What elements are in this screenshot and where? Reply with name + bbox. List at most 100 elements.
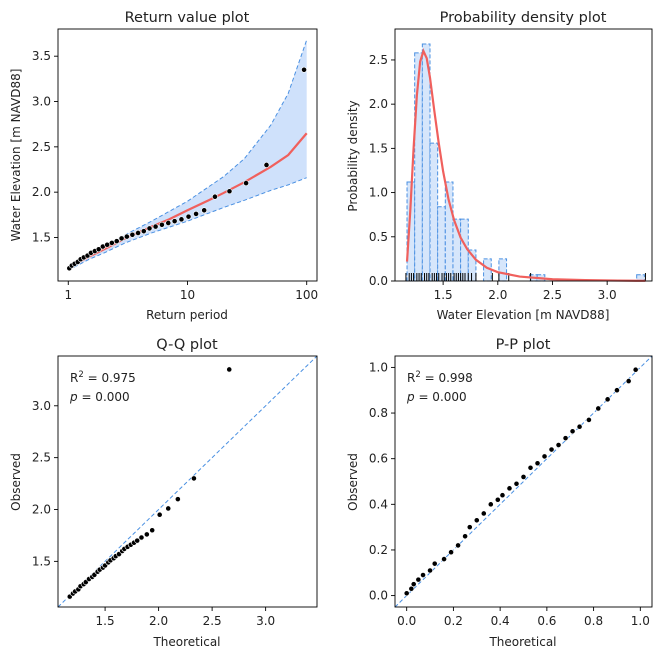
pp-point — [448, 549, 454, 556]
pp-point — [494, 496, 501, 503]
pp-point — [499, 492, 506, 499]
return-value-ytick-label: 3.5 — [32, 49, 51, 63]
pp-point — [480, 510, 487, 517]
qq-ytick-label: 1.5 — [32, 554, 51, 568]
pp-point — [527, 464, 534, 471]
pp-ytick-label: 0.8 — [369, 406, 388, 420]
pp-p-annotation: p = 0.000 — [406, 390, 467, 404]
pp-xlabel: Theoretical — [488, 635, 556, 649]
qq-reference-line — [57, 355, 318, 608]
probability-density-axes-frame — [394, 28, 653, 282]
observation-point — [201, 207, 208, 214]
pp-point — [410, 581, 417, 588]
qq-ytick-label: 3.0 — [32, 399, 51, 413]
pp-xtick-label: 0.6 — [537, 614, 556, 628]
pp-ytick-label: 0.2 — [369, 543, 388, 557]
pp-point — [466, 524, 473, 531]
pp-point — [625, 378, 632, 384]
pp-point — [562, 435, 569, 442]
pp-point — [595, 405, 602, 412]
pp-point — [487, 501, 494, 508]
pp-point — [462, 533, 468, 540]
probability-density-xtick-label: 2.5 — [543, 288, 562, 302]
pp-point — [604, 396, 611, 403]
observation-point — [152, 223, 159, 230]
qq-panel: Q-Q plot 1.5 2.0 2.5 3.0 1.5 2.0 2.5 3.0 R2 = 0… — [9, 337, 318, 649]
ci-lower-line — [68, 177, 307, 271]
return-value-title: Return value plot — [125, 10, 250, 26]
pp-point — [632, 366, 639, 373]
pp-r2-annotation: R2 = 0.998 — [407, 370, 473, 385]
pp-point — [586, 416, 592, 423]
qq-xtick-label: 3.0 — [256, 614, 275, 628]
qq-point — [143, 531, 150, 538]
probability-density-xtick-label: 3.0 — [598, 288, 617, 302]
pp-point — [541, 453, 548, 460]
observation-point — [178, 216, 185, 223]
return-value-ytick-label: 1.5 — [32, 230, 51, 244]
qq-xtick-label: 1.5 — [96, 614, 115, 628]
probability-density-ytick-label: 2.0 — [369, 97, 388, 111]
qq-point — [226, 366, 233, 373]
qq-point — [149, 527, 156, 534]
observation-point — [263, 162, 270, 168]
pp-point — [555, 442, 562, 448]
return-value-axes-frame — [57, 28, 318, 282]
qq-ytick-label: 2.0 — [32, 503, 51, 517]
qq-point — [191, 475, 197, 482]
qq-axes-frame — [57, 355, 318, 608]
observation-point — [118, 235, 125, 242]
observation-point — [212, 193, 218, 200]
pp-point — [441, 556, 447, 562]
pp-point — [415, 576, 422, 583]
observation-point — [158, 221, 165, 228]
pp-point — [569, 428, 576, 435]
qq-p-annotation: p = 0.000 — [69, 390, 130, 404]
pp-ytick-label: 0.6 — [369, 452, 388, 466]
probability-density-xtick-label: 1.5 — [434, 288, 453, 302]
qq-title: Q-Q plot — [156, 337, 218, 353]
pp-point — [548, 446, 555, 453]
return-value-xlabel: Return period — [146, 308, 228, 322]
observation-point — [165, 220, 172, 226]
pp-point — [473, 517, 480, 524]
return-value-xtick-label: 1 — [64, 288, 72, 302]
probability-density-ytick-label: 0.0 — [369, 274, 388, 288]
observation-point — [193, 211, 199, 217]
return-value-xtick-label: 100 — [295, 288, 318, 302]
pp-point — [534, 460, 541, 467]
observation-point — [123, 233, 130, 240]
pp-xtick-label: 0.8 — [584, 614, 603, 628]
return-value-xtick-label: 10 — [180, 288, 195, 302]
probability-density-xlabel: Water Elevation [m NAVD88] — [437, 308, 610, 322]
observation-point — [135, 230, 141, 236]
qq-r2-annotation: R2 = 0.975 — [70, 370, 136, 385]
pp-point — [614, 387, 620, 394]
observation-point — [95, 246, 102, 253]
observation-point — [113, 238, 120, 245]
pp-point — [506, 485, 513, 492]
observation-point — [140, 228, 147, 235]
observation-point — [185, 213, 192, 220]
observation-point — [226, 188, 233, 195]
observation-point — [171, 218, 178, 225]
return-value-panel: Return value plot 1 10 1001.52.02.53.03.5 … — [9, 10, 318, 322]
pp-ytick-label: 1.0 — [369, 360, 388, 374]
probability-density-title: Probability density plot — [440, 10, 607, 26]
return-value-ylabel: Water Elevation [m NAVD88] — [9, 69, 23, 242]
pp-xtick-label: 0.4 — [491, 614, 510, 628]
pdf-fit-line — [405, 48, 646, 282]
pp-point — [408, 585, 415, 592]
pp-axes-frame — [394, 355, 653, 608]
probability-density-ytick-label: 2.5 — [369, 53, 388, 67]
probability-density-ytick-label: 0.5 — [369, 230, 388, 244]
return-value-ytick-label: 3.0 — [32, 95, 51, 109]
probability-density-ytick-label: 1.0 — [369, 186, 388, 200]
pp-xtick-label: 1.0 — [631, 614, 650, 628]
pp-point — [403, 590, 410, 597]
pp-ytick-label: 0.0 — [369, 589, 388, 603]
confidence-band — [68, 39, 307, 271]
observation-point — [108, 240, 115, 246]
pp-ylabel: Observed — [346, 453, 360, 511]
return-value-ytick-label: 2.0 — [32, 185, 51, 199]
